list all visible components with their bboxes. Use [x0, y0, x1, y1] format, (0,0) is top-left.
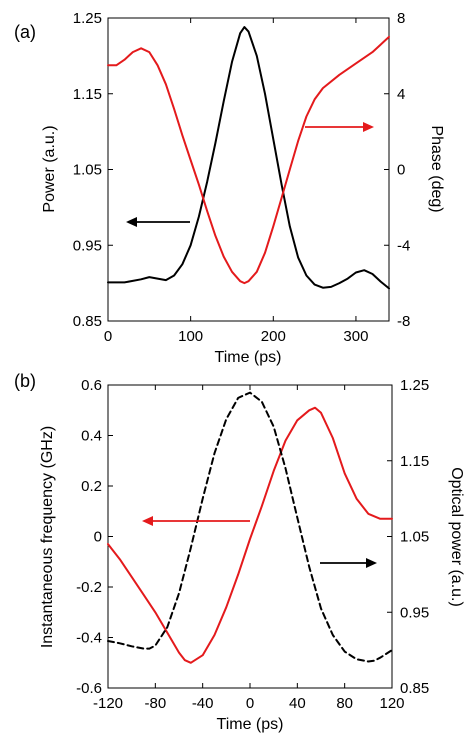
- arrow-head: [126, 217, 137, 227]
- x-tick-label: -120: [93, 695, 123, 712]
- y-right-tick-label: 1.15: [400, 453, 429, 470]
- y-right-tick-label: 0: [397, 162, 405, 179]
- series-line-left: [107, 406, 393, 664]
- arrow-head: [142, 516, 153, 526]
- panel-b-series: [107, 391, 393, 664]
- panel-b-arrows: [142, 516, 377, 568]
- y-left-tick-label: 0.85: [73, 313, 102, 330]
- y-left-tick-label: 1.05: [73, 162, 102, 179]
- y-left-tick-label: 0.6: [81, 377, 102, 394]
- y-right-tick-label: 1.25: [400, 377, 429, 394]
- y-left-tick-label: -0.6: [76, 680, 102, 697]
- x-tick-label: 0: [104, 328, 112, 345]
- y-right-tick-label: 0.95: [400, 604, 429, 621]
- x-tick-label: -80: [144, 695, 166, 712]
- panel-a-series: [107, 26, 390, 290]
- panel-a-ylabel-right: Phase (deg): [428, 125, 445, 212]
- y-left-tick-label: 1.25: [73, 10, 102, 27]
- panel-a-frame: [107, 17, 390, 322]
- x-tick-label: 200: [261, 328, 286, 345]
- panel-a-ticks: 0 100 200 300 0.85 0.95 1.05 1.15 1.25 -8 -4 0 4 8: [73, 10, 411, 345]
- y-right-tick-label: 8: [397, 10, 405, 27]
- x-tick-label: 100: [178, 328, 203, 345]
- panel-b-ylabel-left: Instantaneous frequency (GHz): [39, 426, 56, 648]
- panel-b-ylabel-right: Optical power (a.u.): [448, 467, 465, 607]
- y-right-tick-label: 4: [397, 86, 405, 103]
- panel-b: (b) -120 -80 -40 0 40 80 120 -0.6 -0.4 -0.2 0 0.2 0.…: [14, 371, 465, 733]
- x-tick-label: 40: [289, 695, 306, 712]
- y-left-tick-label: -0.2: [76, 579, 102, 596]
- series-line-right: [107, 391, 393, 663]
- panel-a-ylabel-left: Power (a.u.): [41, 125, 58, 212]
- y-left-tick-label: 0.2: [81, 478, 102, 495]
- arrow-head: [366, 558, 377, 568]
- y-right-tick-label: -8: [397, 313, 410, 330]
- y-right-tick-label: -4: [397, 237, 410, 254]
- arrow-head: [363, 122, 374, 132]
- x-tick-label: 0: [246, 695, 254, 712]
- panel-a-xlabel: Time (ps): [215, 349, 282, 366]
- y-left-tick-label: 0: [94, 529, 102, 546]
- y-left-tick-label: 1.15: [73, 86, 102, 103]
- y-right-tick-label: 0.85: [400, 680, 429, 697]
- panel-b-label: (b): [14, 371, 36, 391]
- panel-a: (a) 0 100 200 300 0.85 0.95 1.05 1.15 1.25 -8 -4 0 4…: [14, 10, 445, 366]
- x-tick-label: -40: [192, 695, 214, 712]
- x-tick-label: 300: [343, 328, 368, 345]
- series-line-left: [107, 26, 390, 290]
- series-line-right: [107, 35, 390, 285]
- panel-b-xlabel: Time (ps): [217, 716, 284, 733]
- y-left-tick-label: 0.95: [73, 237, 102, 254]
- y-left-tick-label: 0.4: [81, 428, 102, 445]
- y-right-tick-label: 1.05: [400, 529, 429, 546]
- panel-a-label: (a): [14, 22, 36, 42]
- panel-a-arrows: [126, 122, 374, 227]
- panel-b-ticks: -120 -80 -40 0 40 80 120 -0.6 -0.4 -0.2 0 0.2 0.4 0.6…: [76, 377, 429, 712]
- x-tick-label: 120: [379, 695, 404, 712]
- x-tick-label: 80: [336, 695, 353, 712]
- y-left-tick-label: -0.4: [76, 630, 102, 647]
